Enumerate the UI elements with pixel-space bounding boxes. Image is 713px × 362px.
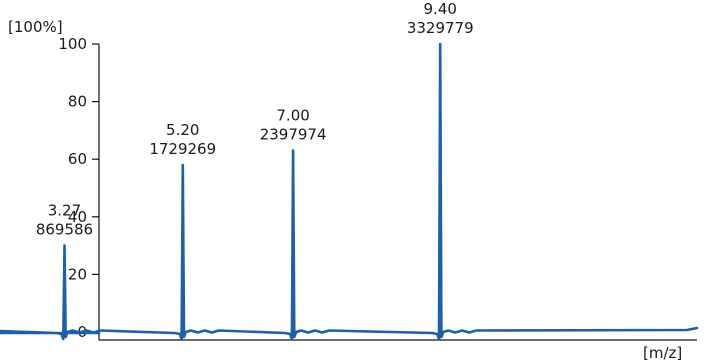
y-tick-label: 20 [68, 265, 87, 283]
y-axis-title: [100%] [8, 18, 63, 36]
y-tick-label: 60 [68, 150, 87, 168]
peak-position-label: 9.40 [424, 0, 457, 18]
peak-position-label: 7.00 [276, 107, 309, 125]
spectrum-trace [0, 42, 699, 341]
peak-intensity-label: 1729269 [149, 140, 216, 158]
peak-intensity-label: 2397974 [260, 126, 327, 144]
peak-intensity-label: 869586 [36, 221, 93, 239]
peak-position-label: 5.20 [166, 121, 199, 139]
y-tick-label: 100 [58, 35, 87, 53]
peak-position-label: 3.27 [48, 202, 81, 220]
peak-labels: 1.36988203.278695865.2017292697.00239797… [36, 0, 474, 239]
peak-intensity-label: 3329779 [407, 19, 474, 37]
y-tick-label: 80 [68, 93, 87, 111]
y-tick-label: 40 [68, 208, 87, 226]
x-axis-title: [m/z] [643, 344, 682, 362]
